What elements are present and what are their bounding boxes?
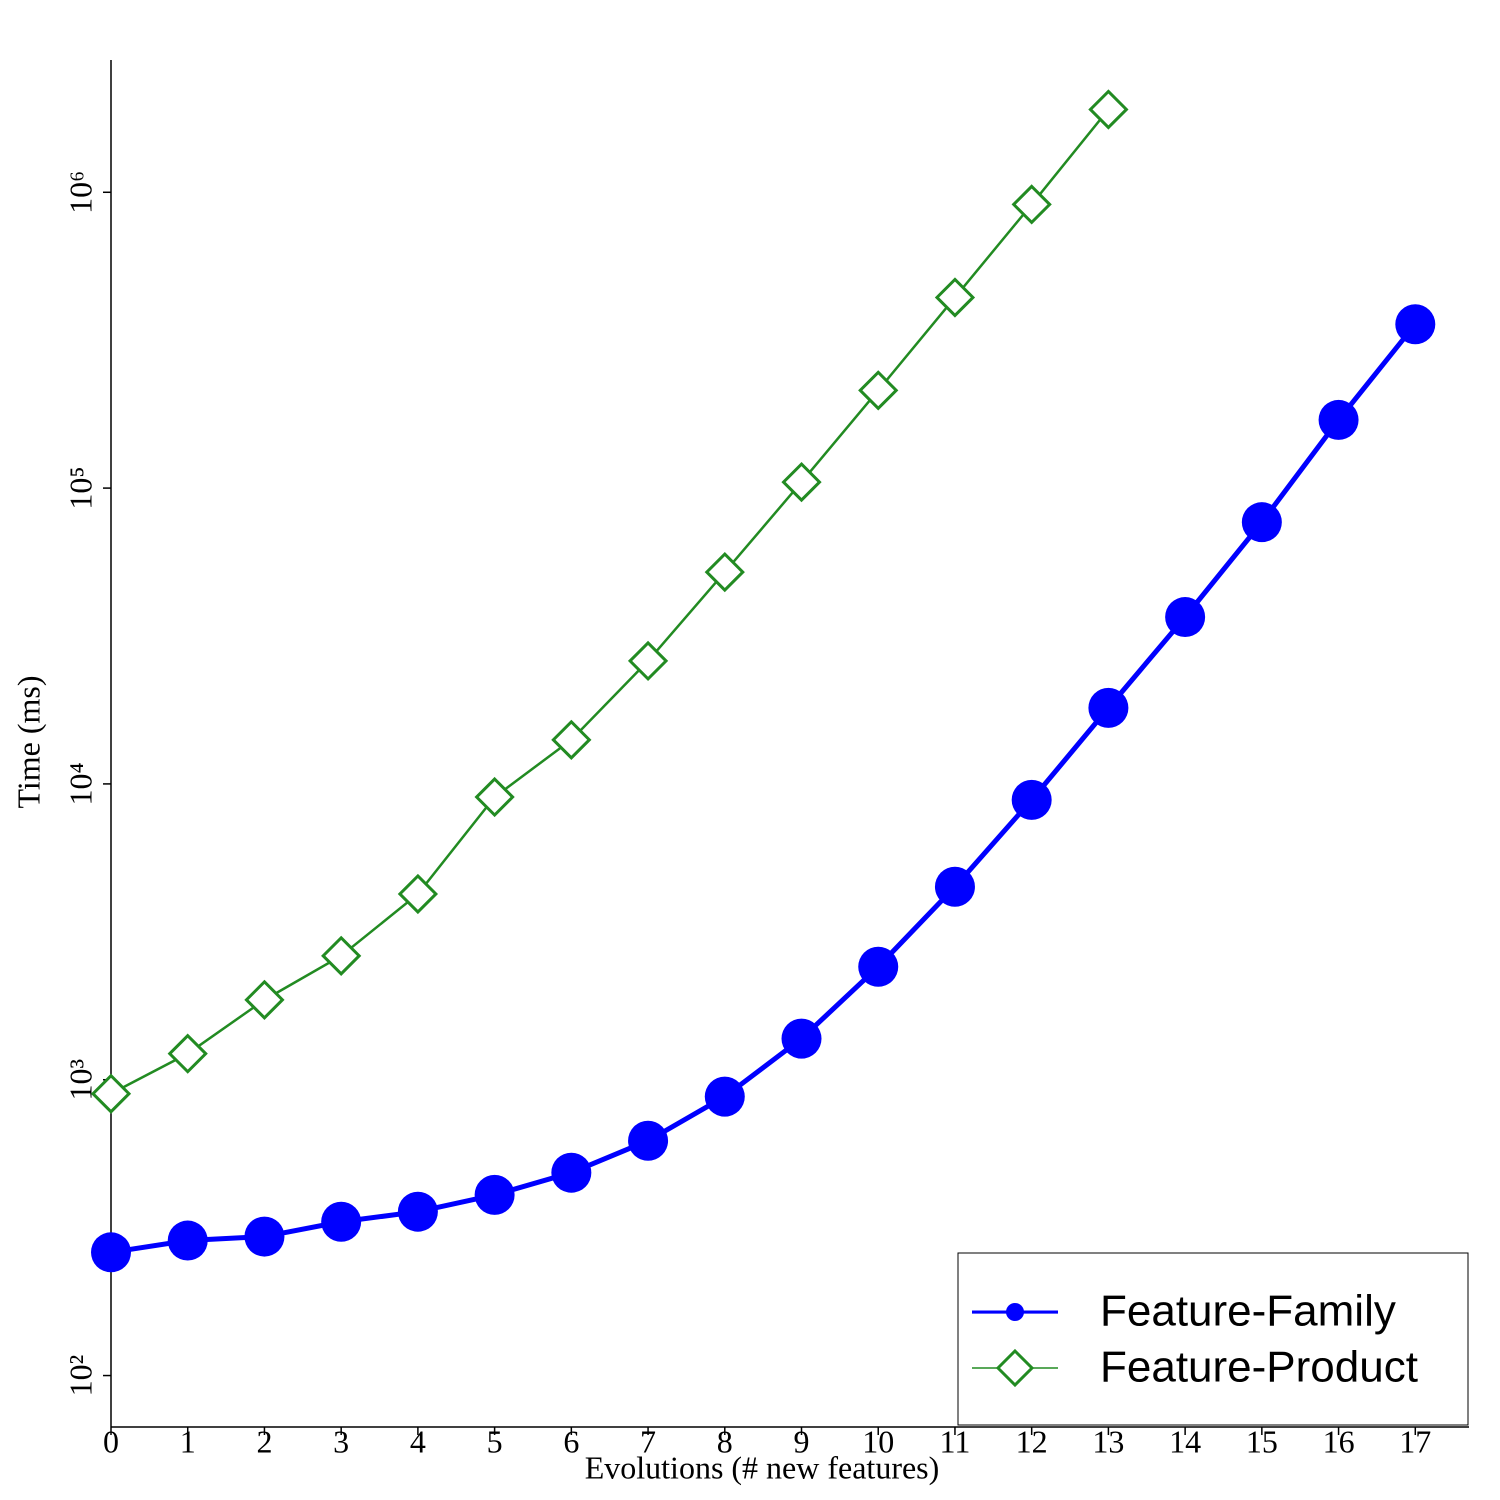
data-point [1318,399,1359,440]
data-point [167,1033,208,1074]
data-point [1088,89,1129,130]
data-point [321,1201,362,1242]
x-axis-label: Evolutions (# new features) [585,1449,940,1485]
x-tick-label: 10 [862,1423,894,1459]
data-point [627,640,669,682]
data-point [397,873,439,915]
y-tick-label: 10⁵ [62,467,98,510]
data-point [91,1232,131,1273]
x-tick-label: 4 [410,1423,426,1459]
y-tick-label: 10⁶ [62,171,98,214]
data-point [244,1216,285,1257]
data-point [781,461,822,503]
x-tick-label: 12 [1016,1423,1048,1459]
data-point [321,935,362,976]
legend-label: Feature-Family [1100,1287,1396,1336]
x-tick-label: 13 [1092,1423,1124,1459]
data-point [1088,687,1129,728]
data-point [1011,779,1052,820]
data-point [474,1174,515,1215]
y-axis-label: Time (ms) [10,675,46,808]
x-tick-label: 9 [794,1423,810,1459]
x-tick-label: 5 [487,1423,503,1459]
x-tick-label: 8 [717,1423,733,1459]
x-tick-label: 7 [640,1423,656,1459]
data-point [167,1220,208,1261]
legend-marker [995,1348,1035,1388]
data-point [474,776,515,818]
data-point [1165,597,1206,638]
data-point [1395,304,1436,345]
x-tick-label: 0 [103,1423,119,1459]
legend-marker [1006,1303,1024,1321]
data-point [551,719,592,760]
data-point [858,370,899,411]
x-tick-label: 3 [333,1423,349,1459]
x-tick-label: 16 [1323,1423,1355,1459]
data-point [781,1018,822,1059]
x-tick-label: 15 [1246,1423,1278,1459]
data-point [704,551,745,593]
data-point [858,946,899,987]
x-tick-label: 17 [1399,1423,1431,1459]
legend-box [957,1252,1469,1426]
y-tick-label: 10² [62,1355,98,1397]
x-tick-label: 11 [940,1423,971,1459]
x-tick-label: 2 [256,1423,272,1459]
data-point [1011,184,1052,225]
data-point [397,1191,438,1232]
x-tick-label: 14 [1169,1423,1201,1459]
data-point [1241,502,1282,543]
x-tick-label: 1 [180,1423,196,1459]
x-tick-label: 6 [563,1423,579,1459]
data-point [704,1076,745,1117]
series-line [110,108,1110,1095]
data-point [934,866,975,907]
data-point [90,1073,132,1114]
data-point [244,979,285,1020]
y-tick-label: 10⁴ [62,762,98,805]
data-point [628,1120,669,1161]
data-point [551,1152,592,1193]
data-point [934,277,976,318]
legend-label: Feature-Product [1100,1343,1418,1392]
